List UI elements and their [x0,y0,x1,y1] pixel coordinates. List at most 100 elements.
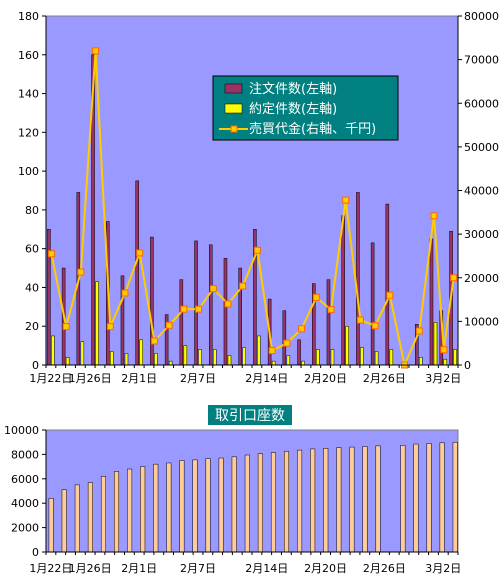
right-tick-label: 30000 [464,228,499,241]
legend-swatch-trade-marker [230,125,238,133]
right-tick-label: 0 [464,359,471,372]
order-bar [179,279,184,366]
account-bar [140,466,146,553]
executed-bar [242,347,246,366]
trade-value-point [268,347,276,355]
executed-bar [51,335,55,366]
left-tick-label: 100 [18,165,39,178]
right-tick-label: 80000 [464,10,499,23]
trade-value-point [283,339,291,347]
accounts-y-tick-label: 0 [32,546,39,559]
legend-swatch-orders [224,83,243,94]
legend-label-executed: 約定件数(左軸) [249,102,337,117]
order-bar [194,240,198,366]
trade-value-point [62,323,70,331]
account-bar [127,468,133,553]
order-bar [297,339,301,366]
x-tick-label: 1月22日 [29,372,72,385]
executed-bar [389,349,394,366]
order-bar [356,192,360,366]
account-bar [61,489,67,553]
executed-bar [345,325,349,366]
trade-value-point [150,337,158,345]
account-bar [218,457,224,553]
order-bar [385,203,390,366]
account-bar [257,453,263,553]
account-bar [179,460,185,553]
left-tick-label: 0 [32,359,39,372]
trade-value-point [92,47,100,55]
accounts-y-tick-label: 10000 [4,424,39,437]
left-tick-label: 60 [25,243,39,256]
account-bar [362,446,368,553]
executed-bar [65,356,70,366]
executed-bar [227,355,232,366]
trade-value-point [430,212,438,220]
accounts-x-tick-label: 1月26日 [69,562,112,575]
account-bar [205,458,211,553]
trade-value-point [342,196,350,204]
executed-bar [360,347,364,366]
account-bar [439,442,445,553]
trade-value-point [356,316,364,324]
executed-bar [198,349,202,366]
accounts-y-tick-label: 6000 [11,473,39,486]
x-tick-label: 2月20日 [304,372,347,385]
right-tick-label: 10000 [464,315,499,328]
order-bar [326,279,331,366]
accounts-y-tick-label: 4000 [11,497,39,510]
order-bar [120,275,125,366]
executed-bar [453,349,457,366]
accounts-x-tick-label: 3月2日 [425,562,461,575]
executed-bar [316,349,320,366]
trade-value-point [47,250,55,258]
accounts-x-tick-label: 2月1日 [121,562,157,575]
trade-value-point [180,305,188,313]
executed-bar [271,360,276,366]
x-tick-label: 2月14日 [245,372,288,385]
executed-bar [124,353,129,366]
account-bar [100,476,106,553]
executed-bar [443,358,448,366]
trade-value-point [386,291,394,299]
right-tick-label: 50000 [464,141,499,154]
executed-bar [419,356,423,366]
order-bar [282,310,287,366]
executed-bar [183,345,188,366]
order-bar [370,242,375,366]
x-tick-label: 1月26日 [69,372,112,385]
left-axis-ticks: 0 20 40 60 80 100 120 140 160 180 [18,10,46,372]
right-tick-label: 70000 [464,54,499,67]
trade-value-point [209,285,217,293]
trade-value-point [371,322,379,330]
accounts-y-axis-ticks: 0 2000 4000 6000 8000 10000 [4,424,46,559]
trade-value-point [121,289,129,297]
executed-bar [139,339,143,366]
accounts-x-tick-label: 2月7日 [180,562,216,575]
executed-bar [154,353,158,366]
account-bar [452,441,458,553]
right-tick-label: 40000 [464,185,499,198]
trade-value-point [224,300,232,308]
executed-bar [301,360,305,366]
x-tick-label: 3月2日 [425,372,461,385]
account-bar [336,447,342,553]
x-tick-label: 2月26日 [363,372,406,385]
legend: 注文件数(左軸) 約定件数(左軸) 売買代金(右軸、千円) [212,75,399,141]
account-bar [166,462,172,553]
account-bar [114,471,120,553]
executed-bar [110,351,114,366]
order-bar [223,258,228,366]
accounts-x-tick-label: 1月22日 [29,562,72,575]
left-tick-label: 40 [25,281,39,294]
account-bar [284,451,290,553]
executed-bar [168,360,173,366]
account-bar [310,448,316,553]
order-bar [341,215,345,366]
order-bar [150,236,154,366]
right-tick-label: 20000 [464,272,499,285]
executed-bar [433,322,438,366]
account-bar [244,454,250,553]
executed-bar [330,349,335,366]
